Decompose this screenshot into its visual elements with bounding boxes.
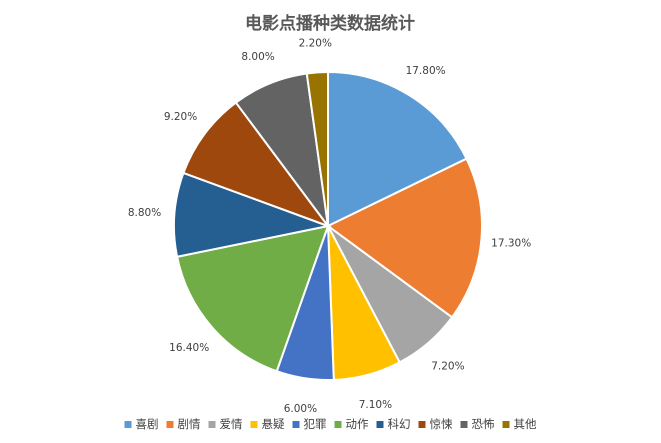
- data-label-6: 16.40%: [169, 342, 209, 354]
- legend-item-8: 惊悚: [418, 417, 453, 431]
- pie-slices: [173, 70, 484, 381]
- data-label-2: 17.30%: [491, 238, 531, 250]
- legend-swatch: [166, 421, 174, 428]
- legend-item-10: 其他: [502, 417, 537, 431]
- data-label-10: 2.20%: [299, 37, 332, 49]
- legend-swatch: [208, 421, 216, 428]
- legend-item-7: 科幻: [376, 417, 411, 431]
- legend-swatch: [292, 421, 300, 428]
- legend-swatch: [376, 421, 384, 428]
- data-label-7: 8.80%: [128, 207, 161, 219]
- legend-swatch: [460, 421, 468, 428]
- data-label-9: 8.00%: [241, 51, 274, 63]
- legend-label: 剧情: [178, 417, 201, 431]
- legend-swatch: [502, 421, 510, 428]
- chart-title: 电影点播种类数据统计: [245, 13, 415, 34]
- pie-slice-8: [182, 101, 331, 229]
- legend-label: 科幻: [388, 417, 411, 431]
- legend-swatch: [124, 421, 132, 428]
- data-label-4: 7.10%: [359, 399, 392, 411]
- legend-item-2: 剧情: [166, 417, 201, 431]
- legend-label: 悬疑: [262, 417, 285, 431]
- legend-label: 动作: [346, 417, 369, 431]
- legend-label: 喜剧: [136, 417, 159, 431]
- pie-slice-10: [305, 70, 329, 227]
- legend-item-9: 恐怖: [460, 417, 495, 431]
- data-label-1: 17.80%: [406, 65, 446, 77]
- legend-item-6: 动作: [334, 417, 369, 431]
- data-label-8: 9.20%: [164, 111, 197, 123]
- data-label-3: 7.20%: [431, 361, 464, 373]
- pie-slice-6: [175, 224, 330, 373]
- data-labels: 17.80% 17.30% 7.20% 7.10% 6.00% 16.40% 8.80% 9.…: [128, 37, 531, 415]
- legend-item-3: 爱情: [208, 417, 243, 431]
- pie-slice-2: [326, 157, 484, 319]
- legend-item-4: 悬疑: [250, 417, 285, 431]
- legend-item-1: 喜剧: [124, 417, 159, 431]
- data-label-5: 6.00%: [284, 403, 317, 415]
- legend-item-5: 犯罪: [292, 417, 327, 431]
- legend-label: 犯罪: [304, 417, 327, 431]
- legend-swatch: [250, 421, 258, 428]
- legend-label: 恐怖: [472, 417, 495, 431]
- legend-label: 爱情: [220, 417, 243, 431]
- legend-label: 惊悚: [430, 417, 453, 431]
- legend-swatch: [334, 421, 342, 428]
- pie-slice-7: [173, 171, 332, 258]
- legend-swatch: [418, 421, 426, 428]
- pie-slice-1: [327, 70, 468, 228]
- legend-label: 其他: [514, 417, 537, 431]
- legend: 喜剧 剧情 爱情 悬疑 犯罪 动作 科幻 惊悚 恐怖 其他: [124, 417, 537, 431]
